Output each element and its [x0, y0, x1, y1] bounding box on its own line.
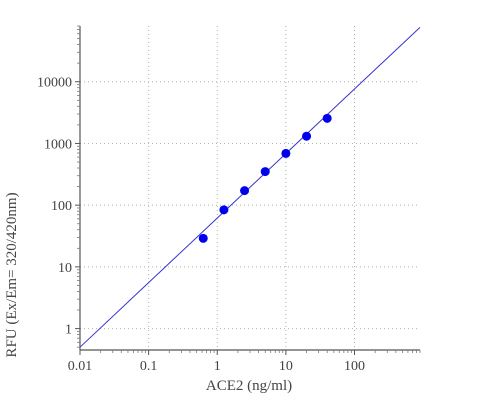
- x-tick-label: 1: [214, 359, 221, 374]
- y-tick-label: 10000: [37, 76, 72, 91]
- fit-line-layer: [79, 27, 421, 348]
- data-point: [281, 148, 291, 158]
- grid-layer: [80, 26, 420, 350]
- y-tick-label: 1: [65, 323, 72, 338]
- point-layer: [198, 113, 332, 243]
- tick-label-layer: 0.01 0.1 1 10 100 1 10 100 1000 10000: [37, 76, 365, 374]
- x-tick-label: 0.1: [140, 359, 158, 374]
- x-axis-title: ACE2 (ng/ml): [206, 378, 292, 394]
- data-point: [219, 205, 229, 215]
- y-tick-label: 1000: [44, 137, 72, 152]
- data-point: [198, 233, 208, 243]
- x-tick-label: 100: [344, 359, 365, 374]
- x-tick-label: 0.01: [68, 359, 93, 374]
- data-point: [240, 186, 250, 196]
- data-point: [302, 131, 312, 141]
- y-tick-label: 100: [51, 199, 72, 214]
- data-point: [322, 113, 332, 123]
- y-tick-label: 10: [58, 261, 72, 276]
- x-tick-label: 10: [279, 359, 293, 374]
- axis-layer: [75, 25, 421, 355]
- y-axis-title: RFU (Ex/Em= 320/420nm): [4, 192, 20, 357]
- data-point: [260, 167, 270, 177]
- fit-line: [79, 27, 421, 348]
